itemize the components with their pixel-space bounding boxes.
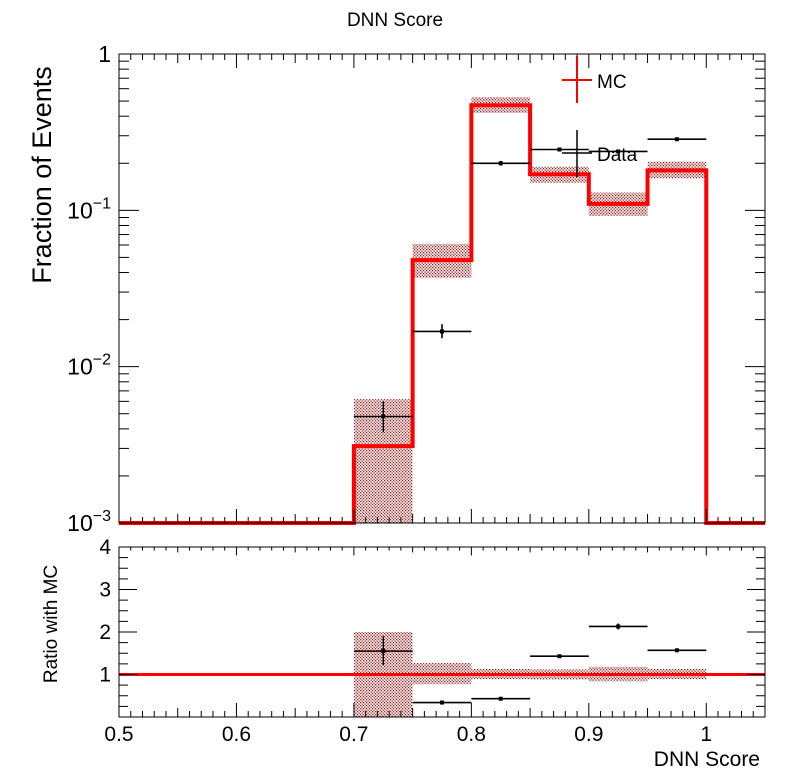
ratio-point — [381, 649, 386, 654]
legend-data-label: Data — [597, 145, 638, 166]
ratio-point — [498, 696, 503, 701]
ratio-y-tick-label: 2 — [99, 621, 111, 644]
ratio-point — [616, 624, 621, 629]
main-y-tick-label-base: 10 — [67, 510, 93, 536]
ratio-plot-frame — [118, 546, 766, 718]
ratio-y-tick-label: 1 — [99, 664, 111, 687]
data-point — [498, 161, 503, 166]
x-axis-label: DNN Score — [654, 748, 760, 771]
x-tick-label: 0.8 — [457, 723, 486, 746]
main-plot-frame — [118, 53, 766, 524]
ratio-y-tick-label: 3 — [99, 579, 111, 602]
data-point — [557, 147, 562, 152]
ratio-y-tick-label: 4 — [99, 536, 111, 559]
main-y-tick-label-exponent: −3 — [93, 508, 111, 525]
legend-entry-mc: MC — [562, 56, 627, 103]
main-y-tick-label: 10−1 — [67, 195, 111, 223]
x-tick-label: 0.7 — [339, 723, 368, 746]
data-point — [674, 137, 679, 142]
ratio-point — [674, 648, 679, 653]
legend-mc-label: MC — [597, 72, 627, 93]
x-tick-label: 0.9 — [574, 723, 603, 746]
data-point — [616, 149, 621, 154]
data-point — [381, 414, 386, 419]
main-y-tick-label-exponent: −2 — [93, 352, 111, 369]
main-y-tick-label: 1 — [98, 41, 111, 67]
main-y-axis-label: Fraction of Events — [27, 66, 57, 284]
x-tick-label: 0.6 — [222, 723, 251, 746]
ratio-point — [557, 654, 562, 659]
ratio-y-axis-label: Ratio with MC — [41, 565, 62, 683]
ratio-panel: 0.5 0.6 0.7 0.8 0.9 1 1 2 3 4 — [99, 536, 766, 746]
legend-entry-data: Data — [562, 130, 638, 177]
x-tick-label: 1 — [700, 723, 712, 746]
main-y-tick-label-exponent: −1 — [93, 195, 111, 212]
main-y-tick-label: 10−2 — [67, 352, 111, 380]
main-y-tick-label: 10−3 — [67, 508, 111, 536]
mc-histogram-line — [119, 103, 765, 525]
main-y-tick-label-base: 10 — [67, 197, 93, 223]
main-panel: 110−110−210−3 — [67, 41, 766, 536]
chart-title: DNN Score — [347, 10, 443, 31]
ratio-point — [440, 700, 444, 705]
legend: MC Data — [562, 56, 638, 177]
x-tick-label: 0.5 — [104, 723, 133, 746]
main-y-tick-label-base: 10 — [67, 354, 93, 380]
data-point — [440, 329, 444, 334]
